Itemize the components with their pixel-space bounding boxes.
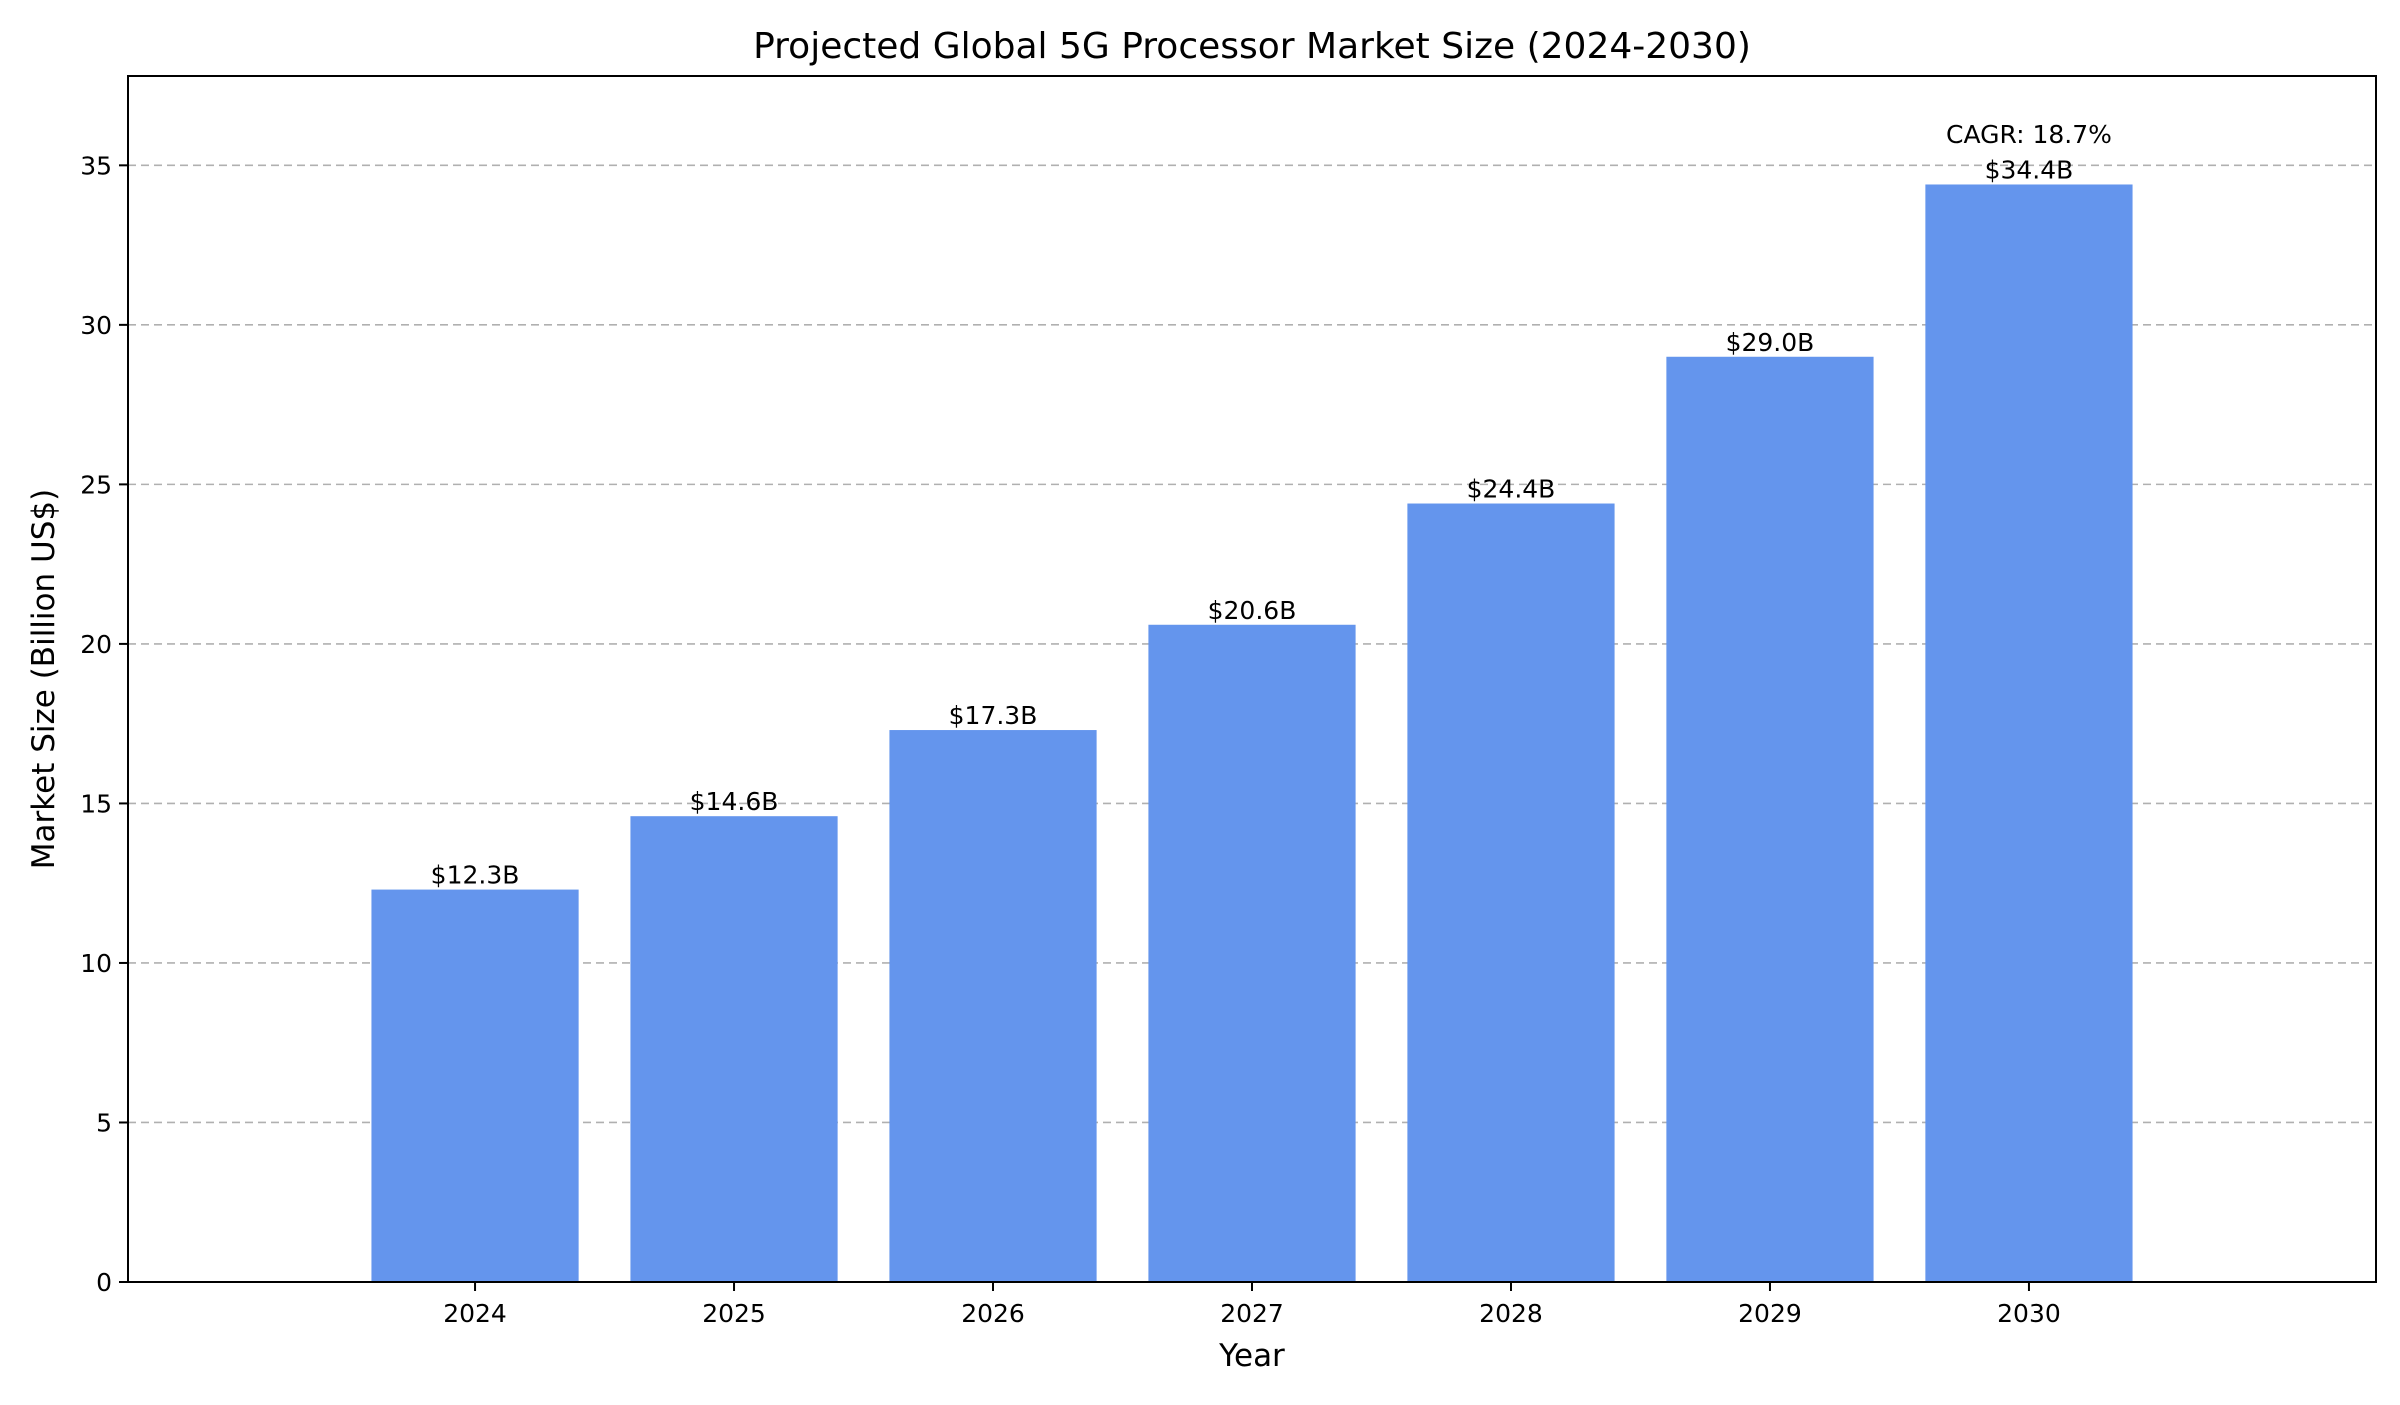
- x-tick-label-2029: 2029: [1738, 1299, 1802, 1328]
- chart-title: Projected Global 5G Processor Market Siz…: [753, 26, 1751, 67]
- y-axis-label: Market Size (Billion US$): [26, 489, 62, 869]
- y-tick-label-10: 10: [80, 949, 112, 978]
- data-label-2026: $17.3B: [949, 701, 1038, 730]
- x-tick-label-2026: 2026: [961, 1299, 1025, 1328]
- x-axis-label: Year: [1218, 1338, 1285, 1374]
- data-label-2025: $14.6B: [690, 787, 779, 816]
- bar-2029: [1666, 356, 1874, 1282]
- y-tick-label-20: 20: [80, 630, 112, 659]
- cagr-annotation: CAGR: 18.7%: [1946, 120, 2112, 149]
- bar-2026: [889, 730, 1097, 1282]
- y-tick-label-5: 5: [96, 1108, 112, 1137]
- x-axis-ticks: 2024 2025 2026 2027 2028 2029 2030: [443, 1282, 2061, 1328]
- y-tick-label-30: 30: [80, 311, 112, 340]
- y-tick-label-15: 15: [80, 789, 112, 818]
- bar-2024: [371, 889, 579, 1282]
- y-axis-ticks: 0 5 10 15 20 25 30 35: [80, 151, 128, 1297]
- data-label-2024: $12.3B: [431, 861, 520, 890]
- x-tick-label-2027: 2027: [1220, 1299, 1284, 1328]
- data-label-2029: $29.0B: [1726, 328, 1815, 357]
- data-label-2028: $24.4B: [1467, 475, 1556, 504]
- y-tick-label-0: 0: [96, 1268, 112, 1297]
- bar-2028: [1407, 503, 1615, 1282]
- bars: [371, 184, 2133, 1282]
- bar-2025: [630, 816, 838, 1282]
- data-label-2027: $20.6B: [1208, 596, 1297, 625]
- bar-2030: [1925, 184, 2133, 1282]
- data-label-2030: $34.4B: [1985, 155, 2074, 184]
- x-tick-label-2025: 2025: [702, 1299, 766, 1328]
- data-labels: $12.3B $14.6B $17.3B $20.6B $24.4B $29.0B $34.…: [431, 155, 2074, 889]
- y-tick-label-25: 25: [80, 470, 112, 499]
- x-tick-label-2030: 2030: [1997, 1299, 2061, 1328]
- bar-2027: [1148, 624, 1356, 1282]
- x-tick-label-2028: 2028: [1479, 1299, 1543, 1328]
- x-tick-label-2024: 2024: [443, 1299, 507, 1328]
- y-tick-label-35: 35: [80, 151, 112, 180]
